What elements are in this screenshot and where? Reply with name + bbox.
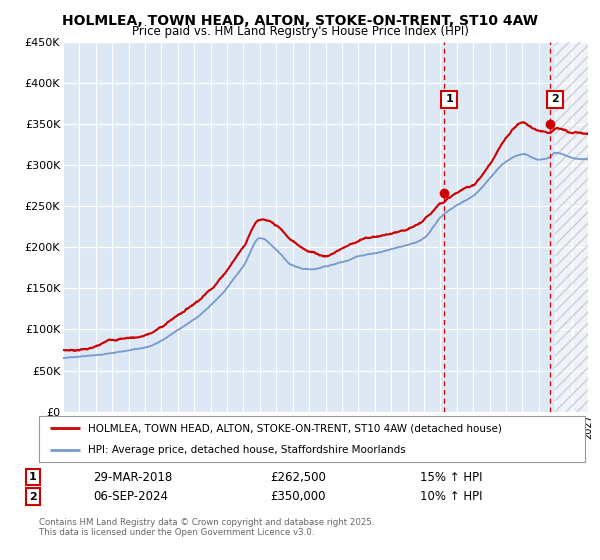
Text: Price paid vs. HM Land Registry's House Price Index (HPI): Price paid vs. HM Land Registry's House … bbox=[131, 25, 469, 38]
Text: 1: 1 bbox=[445, 95, 453, 105]
Text: £262,500: £262,500 bbox=[270, 470, 326, 484]
Text: 2: 2 bbox=[29, 492, 37, 502]
Text: HOLMLEA, TOWN HEAD, ALTON, STOKE-ON-TRENT, ST10 4AW: HOLMLEA, TOWN HEAD, ALTON, STOKE-ON-TREN… bbox=[62, 14, 538, 28]
Text: 15% ↑ HPI: 15% ↑ HPI bbox=[420, 470, 482, 484]
Text: Contains HM Land Registry data © Crown copyright and database right 2025.
This d: Contains HM Land Registry data © Crown c… bbox=[39, 518, 374, 538]
Text: 2: 2 bbox=[551, 95, 559, 105]
Text: 06-SEP-2024: 06-SEP-2024 bbox=[93, 490, 168, 503]
Text: 10% ↑ HPI: 10% ↑ HPI bbox=[420, 490, 482, 503]
Bar bbox=[555, 42, 588, 412]
Text: 29-MAR-2018: 29-MAR-2018 bbox=[93, 470, 172, 484]
Text: HOLMLEA, TOWN HEAD, ALTON, STOKE-ON-TRENT, ST10 4AW (detached house): HOLMLEA, TOWN HEAD, ALTON, STOKE-ON-TREN… bbox=[88, 423, 502, 433]
Text: 1: 1 bbox=[29, 472, 37, 482]
Text: HPI: Average price, detached house, Staffordshire Moorlands: HPI: Average price, detached house, Staf… bbox=[88, 445, 406, 455]
Text: £350,000: £350,000 bbox=[270, 490, 325, 503]
